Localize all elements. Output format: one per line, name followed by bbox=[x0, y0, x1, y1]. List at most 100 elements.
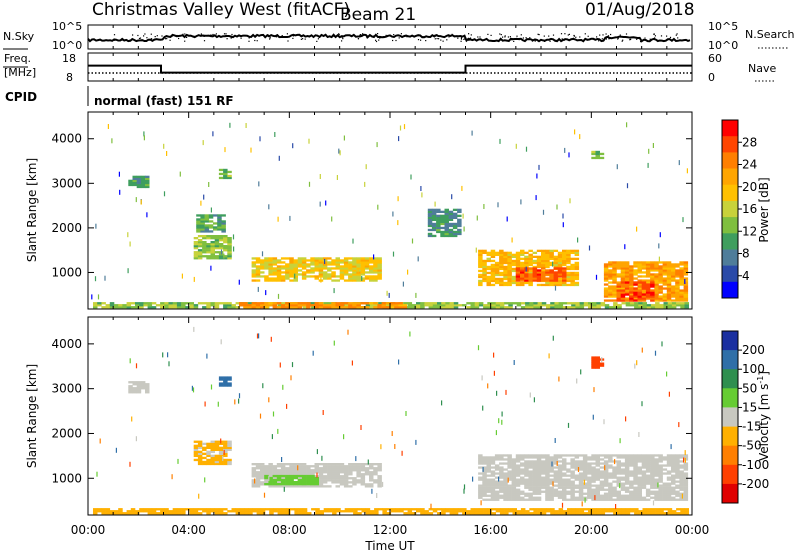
heatmap-cell bbox=[511, 269, 517, 273]
heatmap-cell bbox=[193, 241, 199, 244]
heatmap-cell bbox=[620, 277, 626, 280]
heatmap-cell bbox=[671, 470, 676, 473]
nsky-point bbox=[645, 40, 648, 42]
heatmap-cell bbox=[511, 486, 517, 489]
nsky-point bbox=[466, 39, 468, 41]
heatmap-cell bbox=[624, 283, 630, 286]
heatmap-cell bbox=[377, 277, 382, 280]
heatmap-cell bbox=[588, 306, 593, 309]
heatmap-cell bbox=[545, 472, 550, 475]
heatmap-cell bbox=[549, 494, 554, 497]
heatmap-cell bbox=[339, 304, 345, 307]
heatmap-speck bbox=[283, 486, 285, 492]
heatmap-cell bbox=[562, 468, 567, 471]
beam-title: Beam 21 bbox=[340, 5, 416, 25]
heatmap-cell bbox=[448, 214, 454, 218]
heatmap-cell bbox=[663, 304, 668, 307]
heatmap-cell bbox=[285, 469, 290, 472]
heatmap-cell bbox=[683, 498, 689, 501]
heatmap-cell bbox=[683, 466, 689, 469]
heatmap-cell bbox=[206, 446, 211, 450]
heatmap-cell bbox=[528, 259, 533, 263]
heatmap-cell bbox=[218, 446, 224, 450]
heatmap-cell bbox=[364, 259, 370, 262]
heatmap-cell bbox=[478, 458, 483, 461]
heatmap-cell bbox=[251, 261, 257, 264]
heatmap-cell bbox=[147, 512, 153, 515]
heatmap-cell bbox=[490, 474, 496, 477]
heatmap-cell bbox=[268, 467, 273, 470]
heatmap-cell bbox=[662, 273, 668, 276]
heatmap-cell bbox=[377, 463, 382, 466]
heatmap-cell bbox=[650, 277, 655, 280]
heatmap-cell bbox=[662, 265, 668, 268]
heatmap-cell bbox=[515, 472, 521, 475]
heatmap-cell bbox=[431, 212, 437, 216]
heatmap-cell bbox=[286, 512, 291, 515]
heatmap-cell bbox=[528, 261, 533, 265]
heatmap-speck bbox=[515, 143, 517, 149]
heatmap-speck bbox=[282, 384, 284, 390]
heatmap-cell bbox=[301, 271, 307, 274]
nsky-point bbox=[548, 35, 550, 37]
nsky-point bbox=[599, 34, 601, 36]
heatmap-cell bbox=[327, 485, 332, 488]
heatmap-cell bbox=[624, 289, 630, 292]
heatmap-cell bbox=[210, 462, 215, 466]
nsky-point bbox=[341, 36, 343, 38]
heatmap-cell bbox=[683, 289, 689, 292]
heatmap-cell bbox=[620, 494, 626, 497]
nsky-point bbox=[248, 37, 250, 39]
nsky-point bbox=[463, 38, 465, 40]
heatmap-cell bbox=[214, 440, 220, 443]
heatmap-cell bbox=[297, 306, 303, 309]
heatmap-cell bbox=[314, 275, 319, 278]
heatmap-cell bbox=[671, 302, 677, 305]
heatmap-cell bbox=[364, 473, 370, 476]
heatmap-cell bbox=[570, 454, 575, 457]
heatmap-cell bbox=[306, 474, 311, 478]
heatmap-cell bbox=[609, 306, 614, 309]
heatmap-cell bbox=[427, 218, 433, 222]
nsky-point bbox=[313, 35, 315, 37]
heatmap-cell bbox=[276, 306, 282, 309]
heatmap-cell bbox=[570, 281, 575, 285]
heatmap-speck bbox=[535, 195, 537, 201]
heatmap-cell bbox=[377, 477, 382, 480]
heatmap-cell bbox=[592, 302, 597, 305]
heatmap-cell bbox=[562, 281, 567, 285]
power-colorbar-label: Power [dB] bbox=[757, 177, 771, 242]
heatmap-cell bbox=[608, 295, 613, 298]
heatmap-cell bbox=[528, 249, 533, 253]
heatmap-cell bbox=[654, 285, 659, 288]
heatmap-cell bbox=[566, 259, 571, 263]
heatmap-cell bbox=[641, 458, 647, 461]
heatmap-cell bbox=[374, 510, 379, 513]
heatmap-cell bbox=[566, 271, 571, 275]
heatmap-speck bbox=[135, 363, 138, 369]
heatmap-speck bbox=[394, 444, 396, 449]
heatmap-cell bbox=[525, 304, 530, 307]
heatmap-cell bbox=[515, 277, 521, 280]
heatmap-cell bbox=[599, 488, 605, 491]
heatmap-cell bbox=[356, 465, 361, 468]
heatmap-cell bbox=[285, 478, 290, 482]
heatmap-cell bbox=[574, 462, 580, 465]
heatmap-cell bbox=[268, 471, 273, 474]
heatmap-speck bbox=[525, 146, 528, 152]
heatmap-cell bbox=[255, 475, 261, 478]
heatmap-speck bbox=[388, 292, 390, 298]
heatmap-cell bbox=[420, 306, 425, 309]
heatmap-cell bbox=[570, 464, 575, 467]
heatmap-cell bbox=[557, 486, 563, 489]
heatmap-cell bbox=[322, 273, 328, 276]
heatmap-cell bbox=[145, 383, 150, 386]
heatmap-cell bbox=[617, 304, 622, 307]
heatmap-cell bbox=[407, 510, 413, 513]
heatmap-speck bbox=[391, 431, 393, 436]
nsky-trace bbox=[87, 33, 691, 43]
heatmap-cell bbox=[582, 486, 588, 489]
heatmap-cell bbox=[285, 306, 290, 309]
heatmap-cell bbox=[608, 490, 613, 493]
heatmap-cell bbox=[541, 261, 546, 265]
